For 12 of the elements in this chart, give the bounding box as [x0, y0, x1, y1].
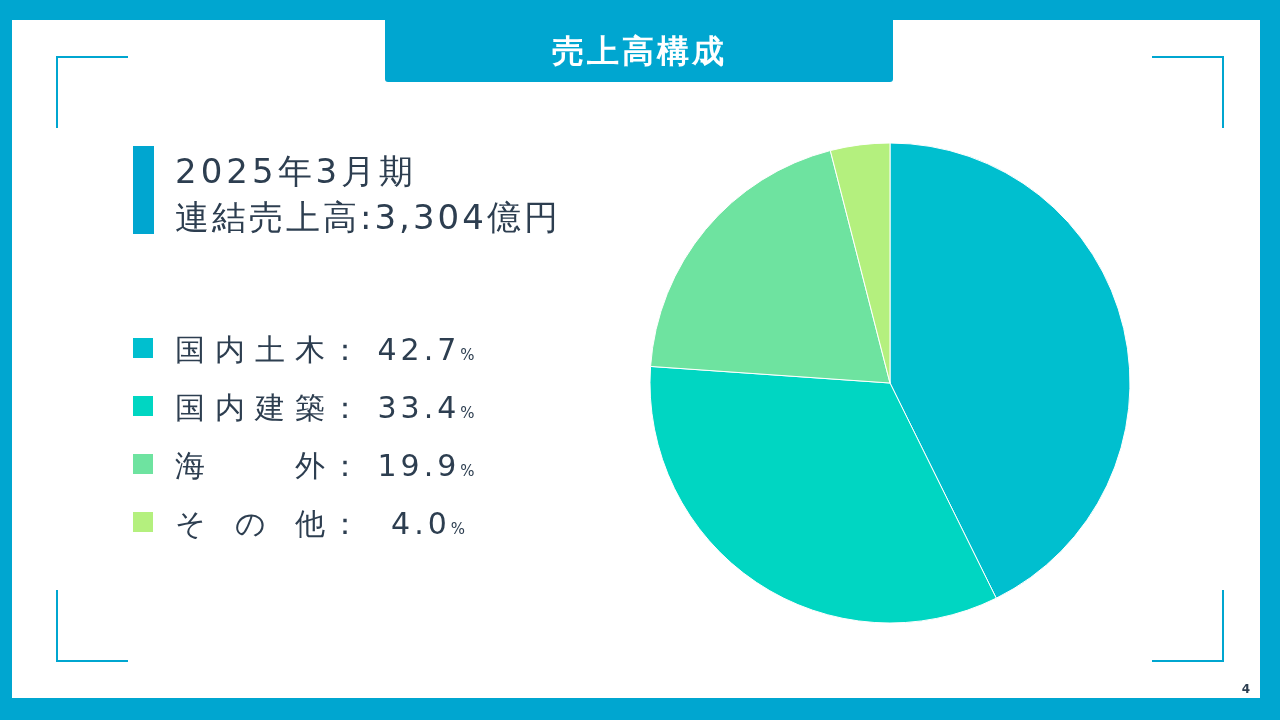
- chart-subtitle: 2025年3月期: [175, 151, 418, 191]
- data-label: ： 42.7%: [330, 332, 479, 367]
- legend-label: 国内土木: [175, 332, 325, 367]
- legend-label: 国内建築: [175, 390, 325, 425]
- legend-label: 海外: [175, 448, 325, 483]
- data-label: ： 19.9%: [330, 448, 479, 483]
- legend-label: その他: [175, 506, 325, 541]
- data-label: ： 4.0%: [330, 506, 470, 541]
- text: 連結売上高:3,304億円: [175, 197, 561, 237]
- chart-title: 売上高構成: [551, 32, 727, 70]
- text: 4: [1241, 682, 1250, 696]
- data-label: ： 33.4%: [330, 390, 479, 425]
